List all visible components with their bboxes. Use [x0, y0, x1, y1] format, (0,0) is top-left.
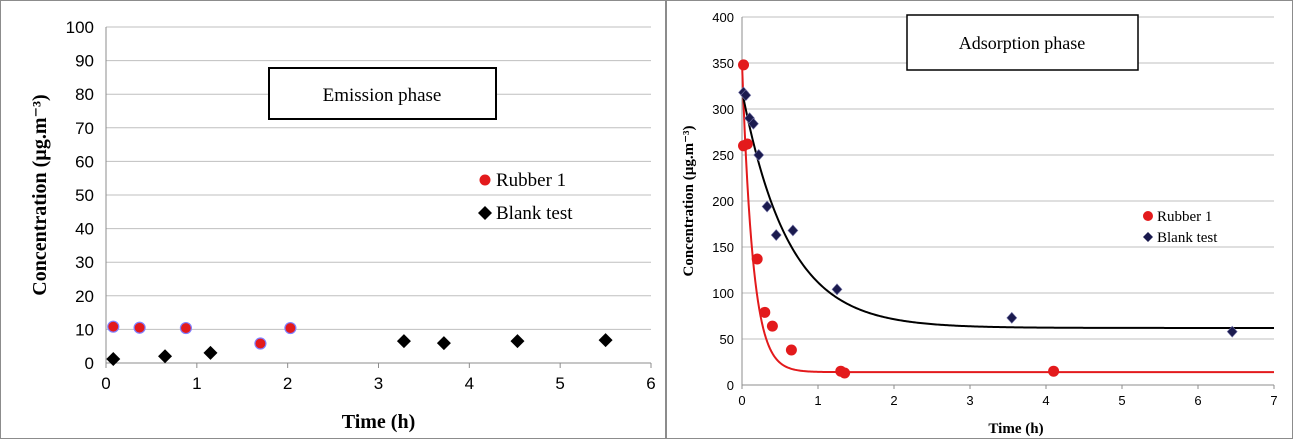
- x-tick-label: 7: [1270, 393, 1277, 408]
- y-tick-label: 90: [75, 52, 94, 71]
- legend-marker-rubber-1: [1143, 211, 1153, 221]
- legend-label: Rubber 1: [496, 170, 566, 191]
- y-axis-title: Concentration (µg.m⁻³): [681, 125, 697, 276]
- y-tick-label: 0: [727, 378, 734, 393]
- data-point-blank-test: [106, 351, 121, 366]
- data-point-blank-test: [1006, 311, 1018, 324]
- x-tick-label: 0: [738, 393, 745, 408]
- x-axis-title: Time (h): [988, 421, 1043, 437]
- data-point-blank-test: [770, 229, 782, 241]
- data-point-rubber-1: [741, 138, 753, 150]
- y-tick-label: 100: [66, 18, 94, 37]
- emission-chart-panel: 0 10 20 30 40 50 60 70 80 90 100 0 1 2 3 4 5 6 Time (h) Con…: [0, 0, 666, 439]
- data-point-blank-test: [831, 283, 843, 296]
- x-tick-label: 6: [1194, 393, 1201, 408]
- y-tick-label: 70: [75, 119, 94, 138]
- data-point-blank-test: [761, 200, 773, 213]
- y-tick-label: 60: [75, 152, 94, 171]
- data-point-rubber-1: [785, 344, 797, 356]
- y-tick-label: 100: [712, 286, 734, 301]
- legend-marker-rubber-1: [479, 174, 491, 186]
- data-point-rubber-1: [1048, 365, 1060, 377]
- y-tick-label: 10: [75, 320, 94, 339]
- y-axis-title: Concentration (µg.m⁻³): [29, 94, 51, 295]
- data-point-blank-test: [740, 89, 752, 102]
- x-tick-label: 4: [1042, 393, 1049, 408]
- y-tick-label: 0: [85, 354, 94, 373]
- x-tick-label: 3: [374, 374, 383, 393]
- legend-label: Blank test: [1157, 230, 1218, 246]
- data-point-blank-test: [436, 336, 451, 351]
- fit-curve-rubber-1: [741, 62, 1274, 374]
- legend-label: Blank test: [496, 203, 573, 224]
- x-tick-label: 5: [555, 374, 564, 393]
- legend-marker-blank-test: [1143, 232, 1153, 242]
- x-tick-label: 5: [1118, 393, 1125, 408]
- data-point-rubber-1: [107, 320, 120, 333]
- y-tick-label: 80: [75, 85, 94, 104]
- data-point-blank-test: [747, 117, 759, 130]
- data-point-rubber-1: [751, 253, 763, 265]
- title-box: [268, 67, 497, 120]
- x-tick-label: 2: [283, 374, 292, 393]
- data-point-blank-test: [598, 333, 613, 348]
- data-point-blank-test: [1226, 325, 1238, 338]
- x-tick-label: 4: [465, 374, 474, 393]
- x-tick-label: 1: [814, 393, 821, 408]
- data-point-rubber-1: [839, 367, 851, 379]
- y-tick-label: 150: [712, 240, 734, 255]
- y-tick-label: 40: [75, 220, 94, 239]
- y-tick-label: 50: [720, 332, 734, 347]
- y-tick-label: 300: [712, 102, 734, 117]
- x-axis-title: Time (h): [342, 411, 416, 433]
- y-tick-label: 50: [75, 186, 94, 205]
- title-box: [906, 14, 1139, 71]
- data-point-rubber-1: [284, 321, 297, 335]
- x-tick-label: 3: [966, 393, 973, 408]
- adsorption-chart-panel: 0 50 100 150 200 250 300 350 400 0 1 2 3 4 5 6 7 Time (h)…: [666, 0, 1293, 439]
- x-tick-label: 2: [890, 393, 897, 408]
- fit-curve-blank-test: [741, 90, 1274, 329]
- y-tick-label: 400: [712, 10, 734, 25]
- y-tick-label: 30: [75, 253, 94, 272]
- data-point-rubber-1: [179, 321, 193, 335]
- y-tick-label: 200: [712, 194, 734, 209]
- data-point-rubber-1: [254, 337, 267, 350]
- y-tick-label: 20: [75, 287, 94, 306]
- data-point-blank-test: [158, 349, 173, 364]
- y-tick-label: 250: [712, 148, 734, 163]
- x-tick-label: 0: [101, 374, 110, 393]
- chart-title: Emission phase: [323, 85, 442, 106]
- data-point-blank-test: [753, 149, 765, 161]
- data-point-rubber-1: [133, 321, 146, 334]
- data-point-rubber-1: [738, 59, 750, 71]
- data-point-blank-test: [396, 334, 411, 349]
- data-point-rubber-1: [759, 306, 771, 318]
- chart-border: [666, 0, 1293, 439]
- chart-title: Adsorption phase: [959, 33, 1085, 53]
- legend-marker-blank-test: [478, 206, 492, 220]
- x-tick-label: 1: [192, 374, 201, 393]
- y-tick-label: 350: [712, 56, 734, 71]
- legend-label: Rubber 1: [1157, 209, 1212, 225]
- data-point-blank-test: [510, 334, 525, 349]
- adsorption-chart: 0 50 100 150 200 250 300 350 400 0 1 2 3 4 5 6 7 Time (h)…: [666, 0, 1293, 439]
- emission-chart: 0 10 20 30 40 50 60 70 80 90 100 0 1 2 3 4 5 6 Time (h) Con…: [0, 0, 666, 439]
- data-point-rubber-1: [766, 320, 778, 332]
- x-tick-label: 6: [646, 374, 655, 393]
- data-point-blank-test: [787, 224, 799, 237]
- data-point-blank-test: [203, 345, 218, 360]
